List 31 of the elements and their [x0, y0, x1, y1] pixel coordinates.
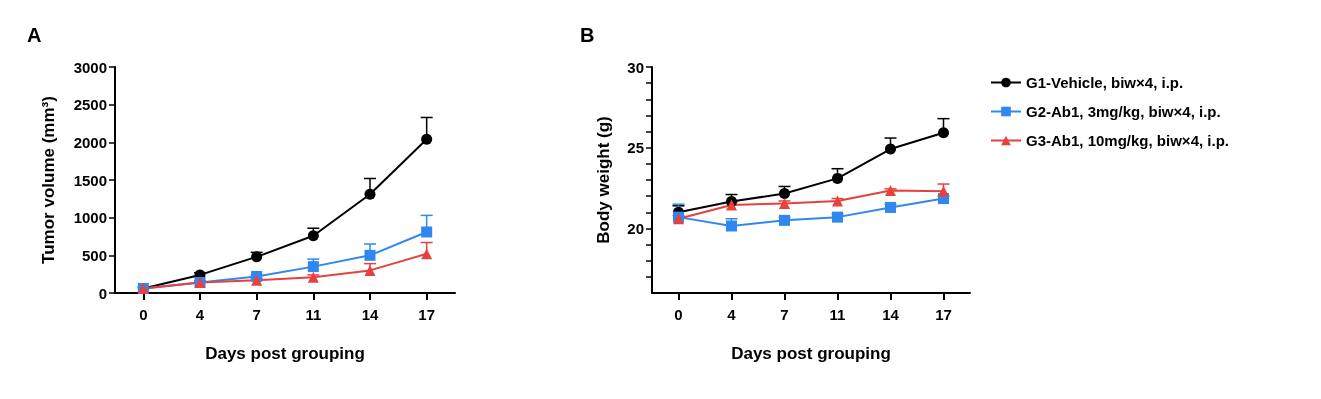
y-tick-label: 25: [627, 139, 644, 157]
x-tick-label: 0: [139, 306, 148, 323]
x-tick-label: 17: [418, 306, 436, 323]
x-tick-label: 7: [780, 306, 789, 323]
y-tick-label: 2500: [73, 96, 107, 114]
x-tick-label: 0: [674, 306, 683, 323]
x-tick-label: 14: [361, 306, 379, 323]
legend-label: G3-Ab1, 10mg/kg, biw×4, i.p.: [1026, 132, 1229, 149]
y-tick-label: 3000: [73, 58, 107, 76]
y-axis-title: Tumor volume (mm³): [39, 96, 58, 264]
x-tick-label: 4: [195, 306, 205, 323]
x-axis-title: Days post grouping: [205, 344, 365, 363]
y-tick-label: 1000: [73, 209, 107, 227]
x-tick-label: 17: [935, 306, 952, 323]
y-tick-label: 0: [98, 284, 107, 302]
x-tick-label: 11: [305, 306, 322, 323]
y-tick-label: 500: [81, 246, 107, 264]
x-axis-title: Days post grouping: [731, 344, 891, 363]
chart-title: B: [580, 24, 595, 46]
y-tick-label: 20: [627, 219, 644, 237]
x-tick-label: 11: [829, 306, 846, 323]
x-tick-label: 14: [882, 306, 900, 323]
x-tick-label: 4: [727, 306, 737, 323]
y-axis-title: Body weight (g): [594, 116, 613, 244]
legend-label: G1-Vehicle, biw×4, i.p.: [1026, 74, 1184, 91]
chart-title: A: [27, 24, 42, 46]
x-tick-label: 7: [252, 306, 261, 323]
y-tick-label: 2000: [73, 133, 107, 151]
y-tick-label: 30: [627, 58, 644, 76]
legend-label: G2-Ab1, 3mg/kg, biw×4, i.p.: [1026, 103, 1221, 120]
y-tick-label: 1500: [73, 171, 107, 189]
